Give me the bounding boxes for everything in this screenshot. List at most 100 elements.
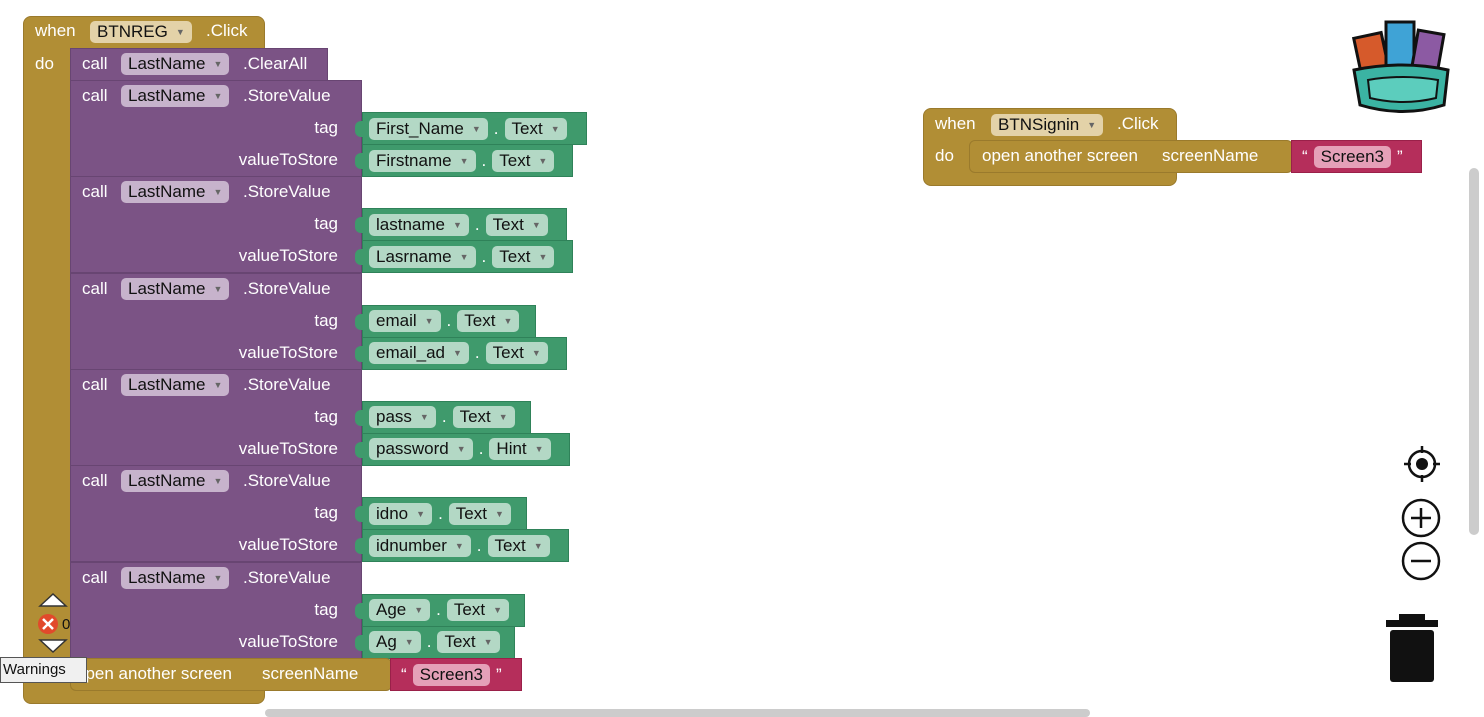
- component-dropdown[interactable]: Lasrname ▼: [369, 245, 476, 268]
- chevron-down-icon: ▼: [538, 251, 548, 262]
- plus-icon[interactable]: [1400, 497, 1442, 539]
- component-dropdown[interactable]: idno ▼: [369, 502, 433, 525]
- when-label: when: [935, 114, 976, 133]
- method-name: .StoreValue: [243, 86, 331, 105]
- component-dropdown[interactable]: idnumber ▼: [369, 534, 471, 557]
- component-property-getter[interactable]: email ▼. Text ▼: [355, 304, 536, 338]
- component-property-getter[interactable]: Firstname ▼. Text ▼: [355, 144, 573, 177]
- component-dropdown[interactable]: LastName ▼: [121, 277, 230, 300]
- component-property-getter[interactable]: email_ad ▼. Text ▼: [355, 336, 567, 370]
- when-label: when: [35, 21, 76, 40]
- component-dropdown[interactable]: Text ▼: [504, 117, 567, 140]
- component-dropdown[interactable]: Text ▼: [437, 631, 500, 653]
- backpack-icon[interactable]: [1348, 10, 1458, 120]
- text-value-field[interactable]: Screen3: [412, 663, 490, 686]
- component-dropdown[interactable]: LastName ▼: [121, 373, 230, 396]
- call-label: call: [82, 278, 108, 298]
- component-dropdown[interactable]: email ▼: [369, 310, 441, 333]
- component-dropdown[interactable]: LastName ▼: [121, 566, 230, 589]
- horizontal-scrollbar[interactable]: [265, 709, 1090, 717]
- component-property-getter[interactable]: password ▼. Hint ▼: [355, 432, 570, 466]
- component-dropdown[interactable]: LastName ▼: [121, 470, 230, 493]
- component-property-getter[interactable]: Ag ▼. Text ▼: [355, 625, 515, 659]
- chevron-down-icon: ▼: [459, 155, 469, 166]
- dot-separator: .: [481, 246, 487, 266]
- connector: [355, 345, 365, 362]
- method-name: .StoreValue: [243, 278, 331, 298]
- component-dropdown[interactable]: LastName ▼: [121, 53, 230, 75]
- trash-icon[interactable]: [1384, 612, 1440, 684]
- text-block[interactable]: “ Screen3 ”: [1291, 140, 1422, 173]
- component-dropdown[interactable]: First_Name ▼: [369, 117, 488, 140]
- component-dropdown[interactable]: lastname ▼: [369, 213, 469, 236]
- dropdown-value: password: [376, 439, 449, 459]
- tag-label: tag: [314, 406, 338, 426]
- valuetostore-label: valueToStore: [238, 535, 338, 555]
- component-dropdown[interactable]: BTNSignin ▼: [991, 114, 1104, 136]
- minus-icon[interactable]: [1400, 540, 1442, 582]
- dropdown-value: LastName: [128, 567, 206, 587]
- component-dropdown[interactable]: Text ▼: [452, 406, 515, 429]
- dot-separator: .: [441, 407, 447, 427]
- dot-separator: .: [474, 343, 480, 363]
- next-warning-arrow-icon[interactable]: [38, 638, 68, 654]
- component-dropdown[interactable]: Ag ▼: [369, 631, 421, 653]
- text-block[interactable]: “ Screen3 ”: [390, 658, 522, 691]
- connector: [355, 538, 365, 555]
- component-dropdown[interactable]: Firstname ▼: [369, 149, 476, 172]
- chevron-down-icon: ▼: [533, 540, 543, 551]
- chevron-down-icon: ▼: [1087, 120, 1097, 130]
- component-dropdown[interactable]: LastName ▼: [121, 181, 230, 204]
- connector: [355, 602, 365, 619]
- component-dropdown[interactable]: password ▼: [369, 438, 473, 461]
- dot-separator: .: [474, 214, 480, 234]
- dropdown-value: Age: [376, 600, 407, 619]
- text-value-field[interactable]: Screen3: [1313, 145, 1391, 168]
- dropdown-value: idno: [376, 503, 409, 523]
- component-dropdown[interactable]: Text ▼: [448, 502, 511, 525]
- dropdown-value: Text: [455, 503, 487, 523]
- component-property-getter[interactable]: First_Name ▼. Text ▼: [355, 112, 587, 145]
- chevron-down-icon: ▼: [531, 348, 541, 359]
- component-dropdown[interactable]: Text ▼: [485, 342, 548, 365]
- component-dropdown[interactable]: Text ▼: [485, 213, 548, 236]
- connector: [355, 217, 365, 234]
- component-dropdown[interactable]: BTNREG ▼: [90, 21, 192, 43]
- target-icon[interactable]: [1402, 444, 1442, 484]
- valuetostore-label: valueToStore: [238, 342, 338, 362]
- component-dropdown[interactable]: Text ▼: [492, 245, 555, 268]
- dropdown-value: Hint: [496, 439, 527, 459]
- error-icon[interactable]: [37, 613, 59, 635]
- component-property-getter[interactable]: lastname ▼. Text ▼: [355, 208, 567, 242]
- component-property-getter[interactable]: idno ▼. Text ▼: [355, 497, 527, 531]
- component-dropdown[interactable]: Text ▼: [446, 599, 510, 621]
- component-dropdown[interactable]: Text ▼: [457, 310, 520, 333]
- chevron-down-icon: ▼: [213, 476, 223, 487]
- chevron-down-icon: ▼: [213, 572, 223, 583]
- component-dropdown[interactable]: LastName ▼: [121, 85, 230, 107]
- component-dropdown[interactable]: Hint ▼: [489, 438, 551, 461]
- component-property-getter[interactable]: idnumber ▼. Text ▼: [355, 529, 569, 563]
- vertical-scrollbar[interactable]: [1469, 168, 1479, 535]
- component-property-getter[interactable]: Lasrname ▼. Text ▼: [355, 240, 573, 274]
- dot-separator: .: [436, 600, 441, 619]
- dropdown-value: Firstname: [376, 150, 452, 170]
- chevron-down-icon: ▼: [538, 155, 548, 166]
- dropdown-value: email: [376, 311, 417, 331]
- chevron-down-icon: ▼: [213, 283, 223, 294]
- component-dropdown[interactable]: email_ad ▼: [369, 342, 469, 365]
- component-dropdown[interactable]: Text ▼: [487, 534, 550, 557]
- component-property-getter[interactable]: Age ▼. Text ▼: [355, 593, 525, 627]
- component-dropdown[interactable]: Text ▼: [492, 149, 555, 172]
- previous-warning-arrow-icon[interactable]: [38, 592, 68, 608]
- method-name: .StoreValue: [243, 182, 331, 202]
- call-label: call: [82, 182, 108, 202]
- dropdown-value: Ag: [376, 632, 397, 651]
- component-dropdown[interactable]: pass ▼: [369, 406, 436, 429]
- warnings-tooltip: Warnings: [0, 657, 87, 683]
- component-dropdown[interactable]: Age ▼: [369, 599, 431, 621]
- dropdown-value: LastName: [128, 182, 206, 202]
- connector: [355, 441, 365, 458]
- component-property-getter[interactable]: pass ▼. Text ▼: [355, 400, 531, 434]
- dropdown-value: Text: [494, 535, 526, 555]
